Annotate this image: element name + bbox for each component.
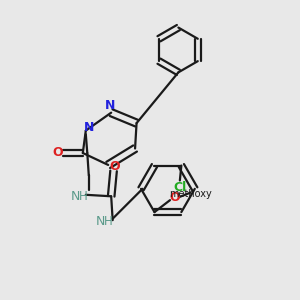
Text: O: O	[52, 146, 63, 160]
Text: Cl: Cl	[173, 181, 187, 194]
Text: H: H	[78, 190, 87, 203]
Text: N: N	[104, 99, 115, 112]
Text: O: O	[110, 160, 120, 173]
Text: N: N	[84, 121, 94, 134]
Text: N: N	[71, 190, 80, 203]
Text: O: O	[169, 191, 180, 204]
Text: H: H	[104, 215, 112, 228]
Text: methoxy: methoxy	[169, 189, 212, 199]
Text: N: N	[96, 215, 105, 228]
